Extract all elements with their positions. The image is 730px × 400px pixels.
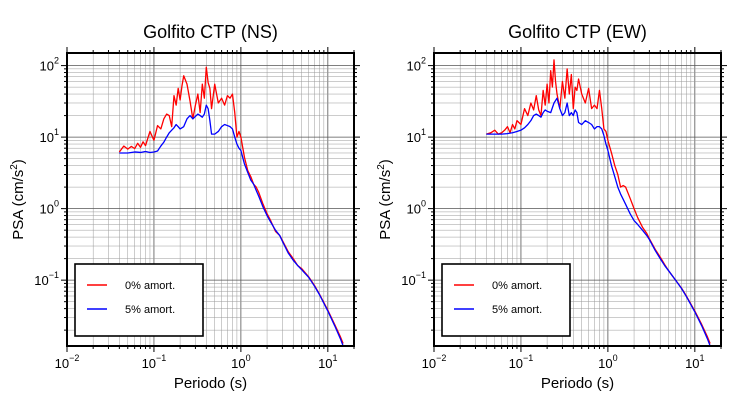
- legend-box: [441, 263, 571, 337]
- chart-title: Golfito CTP (NS): [143, 22, 278, 42]
- series-group: [486, 59, 711, 346]
- grid: [434, 53, 721, 346]
- y-tick-label: 101: [40, 127, 59, 145]
- series-line-red: [486, 59, 711, 344]
- legend-label: 0% amort.: [492, 280, 542, 292]
- y-tick-label: 100: [40, 199, 59, 217]
- y-tick-label: 10−1: [401, 270, 426, 288]
- legend-label: 5% amort.: [492, 304, 542, 316]
- legend-label: 0% amort.: [125, 280, 175, 292]
- x-tick-label: 10−2: [422, 353, 447, 371]
- y-tick-label: 100: [407, 199, 426, 217]
- grid: [67, 53, 354, 346]
- legend-label: 5% amort.: [125, 304, 175, 316]
- y-tick-label: 102: [40, 56, 59, 74]
- x-tick-label: 100: [231, 353, 250, 371]
- legend: 0% amort. 5% amort.: [441, 263, 571, 337]
- y-tick-label: 102: [407, 56, 426, 74]
- tick-marks: [61, 47, 360, 352]
- y-axis-label: PSA (cm/s2): [9, 159, 27, 240]
- x-axis-label: Periodo (s): [174, 375, 247, 392]
- plot-frame: [433, 52, 722, 347]
- x-tick-label: 101: [318, 353, 337, 371]
- x-tick-label: 10−2: [55, 353, 80, 371]
- x-tick-label: 10−1: [142, 353, 167, 371]
- y-tick-label: 10−1: [34, 270, 59, 288]
- legend-box: [74, 263, 204, 337]
- series-line-blue: [119, 104, 344, 346]
- x-tick-label: 101: [685, 353, 704, 371]
- y-axis-label: PSA (cm/s2): [376, 159, 394, 240]
- chart-title: Golfito CTP (EW): [508, 22, 647, 42]
- x-tick-label: 10−1: [509, 353, 534, 371]
- legend: 0% amort. 5% amort.: [74, 263, 204, 337]
- chart-panel-ns: 10−2 10−1 100 101 10−1 100 101 102 Golfito CTP (…: [9, 22, 360, 392]
- x-tick-label: 100: [598, 353, 617, 371]
- plot-frame: [66, 52, 355, 347]
- series-line-blue: [486, 97, 711, 346]
- y-tick-label: 101: [407, 127, 426, 145]
- x-axis-label: Periodo (s): [541, 375, 614, 392]
- series-group: [118, 66, 344, 346]
- chart-panel-ew: 10−2 10−1 100 101 10−1 100 101 102 Golfito CTP (…: [376, 22, 727, 392]
- tick-marks: [428, 47, 727, 352]
